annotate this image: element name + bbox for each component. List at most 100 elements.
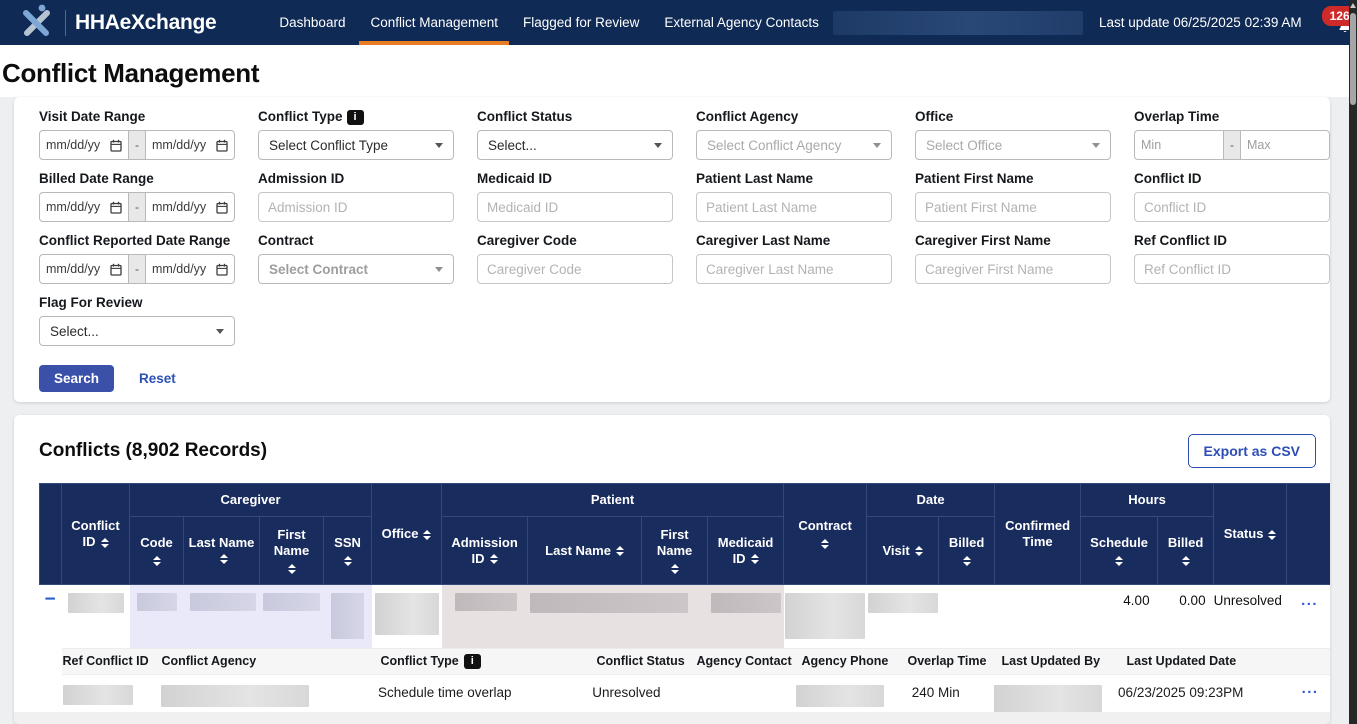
column-header-caregiver-first-name[interactable]: First Name bbox=[259, 516, 324, 585]
conflicts-table: Conflict ID Caregiver Office Patient Con… bbox=[39, 483, 1331, 724]
brand-divider bbox=[65, 9, 66, 36]
reported-date-end-input[interactable]: mm/dd/yy bbox=[146, 254, 235, 284]
conflict-status-select[interactable]: Select... bbox=[477, 130, 673, 160]
group-header-date: Date bbox=[866, 483, 996, 517]
conflict-status-label: Conflict Status bbox=[477, 109, 573, 124]
detail-header-conflict-status: Conflict Status bbox=[596, 654, 685, 668]
reset-link[interactable]: Reset bbox=[139, 371, 176, 386]
vertical-scrollbar[interactable] bbox=[1349, 0, 1357, 724]
calendar-icon bbox=[110, 201, 122, 214]
title-band: Conflict Management bbox=[0, 45, 1357, 97]
contract-select[interactable]: Select Contract bbox=[258, 254, 454, 284]
column-header-office[interactable]: Office bbox=[371, 483, 443, 585]
column-header-contract[interactable]: Contract bbox=[783, 483, 868, 585]
overlap-max-input[interactable]: Max bbox=[1241, 130, 1330, 160]
column-header-conflict-id[interactable]: Conflict ID bbox=[61, 483, 130, 585]
column-header-caregiver-code[interactable]: Code bbox=[129, 516, 184, 585]
conflict-id-label: Conflict ID bbox=[1134, 171, 1202, 186]
date-range-separator: - bbox=[128, 254, 146, 284]
caregiver-first-name-input[interactable] bbox=[915, 254, 1111, 284]
filter-conflict-type: Conflict Type Select Conflict Type bbox=[258, 109, 454, 160]
column-header-medicaid-id[interactable]: Medicaid ID bbox=[707, 516, 785, 585]
export-csv-button[interactable]: Export as CSV bbox=[1187, 434, 1316, 468]
nav-item-flagged-for-review[interactable]: Flagged for Review bbox=[523, 15, 640, 30]
column-header-admission-id[interactable]: Admission ID bbox=[441, 516, 529, 585]
date-placeholder: mm/dd/yy bbox=[46, 200, 101, 214]
filter-medicaid-id: Medicaid ID bbox=[477, 171, 673, 222]
admission-id-input[interactable] bbox=[258, 192, 454, 222]
filter-billed-date-range: Billed Date Range mm/dd/yy - mm/dd/yy bbox=[39, 171, 235, 222]
detail-values-row: Schedule time overlap Unresolved 240 Min… bbox=[62, 675, 1331, 724]
search-button[interactable]: Search bbox=[39, 365, 115, 392]
nav-item-conflict-management[interactable]: Conflict Management bbox=[359, 0, 509, 45]
sort-icon bbox=[914, 546, 923, 557]
sort-icon bbox=[287, 563, 296, 574]
column-header-billed-hours[interactable]: Billed bbox=[1157, 516, 1215, 585]
filter-panel: Visit Date Range mm/dd/yy - mm/dd/yy Con… bbox=[14, 97, 1330, 402]
detail-header-overlap-time: Overlap Time bbox=[907, 654, 987, 668]
date-placeholder: mm/dd/yy bbox=[152, 200, 207, 214]
overlap-min-input[interactable]: Min bbox=[1134, 130, 1223, 160]
info-icon[interactable] bbox=[346, 109, 364, 125]
visit-date-start-input[interactable]: mm/dd/yy bbox=[39, 130, 128, 160]
conflict-type-select[interactable]: Select Conflict Type bbox=[258, 130, 454, 160]
conflict-agency-select[interactable]: Select Conflict Agency bbox=[696, 130, 892, 160]
patient-first-name-input[interactable] bbox=[915, 192, 1111, 222]
caret-down-icon bbox=[654, 142, 662, 148]
caret-down-icon bbox=[216, 328, 224, 334]
column-header-caregiver-last-name[interactable]: Last Name bbox=[183, 516, 260, 585]
filter-office: Office Select Office bbox=[915, 109, 1111, 160]
column-header-patient-first-name[interactable]: First Name bbox=[641, 516, 709, 585]
calendar-icon bbox=[110, 139, 122, 152]
nav-item-dashboard[interactable]: Dashboard bbox=[279, 15, 346, 30]
agency-selector-redacted[interactable] bbox=[832, 10, 1083, 35]
admission-id-label: Admission ID bbox=[258, 171, 345, 186]
column-header-billed-date[interactable]: Billed bbox=[938, 516, 996, 585]
billed-date-start-input[interactable]: mm/dd/yy bbox=[39, 192, 128, 222]
medicaid-id-input[interactable] bbox=[477, 192, 673, 222]
conflict-id-input[interactable] bbox=[1134, 192, 1330, 222]
column-header-patient-last-name[interactable]: Last Name bbox=[527, 516, 643, 585]
caregiver-code-input[interactable] bbox=[477, 254, 673, 284]
caret-down-icon bbox=[1092, 142, 1100, 148]
redacted-ssn bbox=[331, 593, 365, 639]
results-heading: Conflicts (8,902 Records) bbox=[39, 440, 268, 461]
selected-value: Select Contract bbox=[269, 261, 369, 277]
column-header-visit-date[interactable]: Visit bbox=[866, 516, 940, 585]
reported-date-start-input[interactable]: mm/dd/yy bbox=[39, 254, 128, 284]
sort-icon bbox=[1115, 555, 1124, 566]
nav-item-external-agency-contacts[interactable]: External Agency Contacts bbox=[664, 15, 819, 30]
patient-last-name-input[interactable] bbox=[696, 192, 892, 222]
detail-header-ref-conflict-id: Ref Conflict ID bbox=[62, 654, 149, 668]
caregiver-code-label: Caregiver Code bbox=[477, 233, 577, 248]
ref-conflict-id-input[interactable] bbox=[1134, 254, 1330, 284]
column-header-status[interactable]: Status bbox=[1213, 483, 1288, 585]
sort-icon bbox=[615, 546, 624, 557]
scrollbar-thumb[interactable] bbox=[1350, 13, 1356, 105]
sort-icon bbox=[489, 554, 498, 565]
filter-ref-conflict-id: Ref Conflict ID bbox=[1134, 233, 1330, 284]
office-select[interactable]: Select Office bbox=[915, 130, 1111, 160]
flag-for-review-select[interactable]: Select... bbox=[39, 316, 235, 346]
redacted-caregiver-code bbox=[136, 593, 177, 611]
collapse-row-button[interactable]: − bbox=[44, 589, 56, 610]
info-icon[interactable] bbox=[463, 653, 481, 669]
caret-down-icon bbox=[435, 266, 443, 272]
row-actions-menu[interactable]: ... bbox=[1301, 592, 1319, 609]
column-header-schedule-hours[interactable]: Schedule bbox=[1080, 516, 1159, 585]
selected-value: Select Conflict Type bbox=[269, 137, 389, 153]
detail-last-updated-date-value: 06/23/2025 09:23PM bbox=[1118, 684, 1244, 700]
caregiver-first-name-label: Caregiver First Name bbox=[915, 233, 1051, 248]
brand-logo[interactable]: HHAeXchange bbox=[20, 0, 217, 45]
filter-conflict-agency: Conflict Agency Select Conflict Agency bbox=[696, 109, 892, 160]
caregiver-last-name-input[interactable] bbox=[696, 254, 892, 284]
detail-header-conflict-type: Conflict Type bbox=[380, 654, 459, 668]
patient-first-name-label: Patient First Name bbox=[915, 171, 1034, 186]
billed-date-end-input[interactable]: mm/dd/yy bbox=[146, 192, 235, 222]
detail-actions-menu[interactable]: ... bbox=[1301, 679, 1319, 697]
visit-date-end-input[interactable]: mm/dd/yy bbox=[146, 130, 235, 160]
billed-hours-value: 0.00 bbox=[1179, 593, 1206, 608]
scrollbar-up-arrow[interactable] bbox=[1350, 3, 1356, 8]
results-panel: Conflicts (8,902 Records) Export as CSV … bbox=[14, 415, 1330, 724]
column-header-ssn[interactable]: SSN bbox=[322, 516, 373, 585]
